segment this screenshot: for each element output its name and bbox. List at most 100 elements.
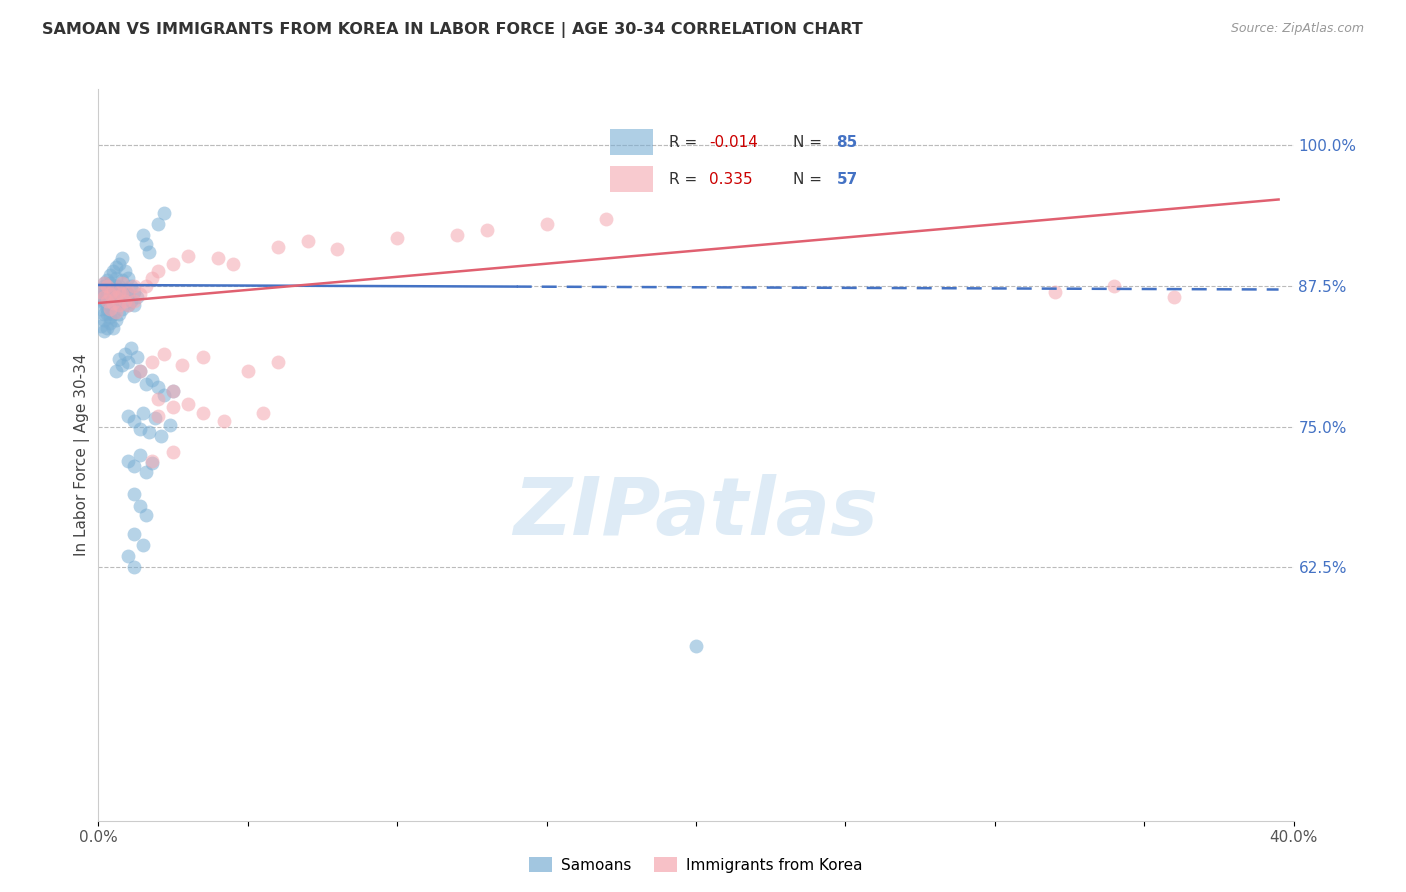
Point xyxy=(114,264,136,278)
Point xyxy=(90,285,112,299)
Point xyxy=(105,260,128,274)
Point xyxy=(100,310,122,324)
Point xyxy=(141,354,163,368)
Point xyxy=(177,397,200,411)
Point xyxy=(105,279,128,293)
Point xyxy=(114,283,136,297)
Point xyxy=(124,526,146,541)
Point xyxy=(105,363,128,377)
Point xyxy=(124,298,146,312)
Point xyxy=(93,276,115,290)
Text: N =: N = xyxy=(793,171,827,186)
Point xyxy=(132,538,155,552)
Point xyxy=(117,298,139,312)
Point xyxy=(141,456,163,470)
Point xyxy=(141,453,163,467)
Point xyxy=(96,301,118,316)
Point xyxy=(100,316,122,330)
Point xyxy=(93,293,115,308)
Point xyxy=(114,293,136,308)
Point xyxy=(96,279,118,293)
Point xyxy=(162,444,184,458)
Point xyxy=(103,296,125,310)
Bar xyxy=(610,128,654,155)
Text: 57: 57 xyxy=(837,171,858,186)
Text: R =: R = xyxy=(669,135,702,150)
Point xyxy=(148,380,170,394)
Point xyxy=(162,257,184,271)
Point xyxy=(162,384,184,398)
Point xyxy=(129,422,152,436)
Point xyxy=(124,459,146,474)
Point xyxy=(124,560,146,574)
Point xyxy=(108,352,131,367)
Point xyxy=(236,363,259,377)
Point xyxy=(93,324,115,338)
Point xyxy=(108,307,131,321)
Point xyxy=(105,313,128,327)
Point xyxy=(100,301,122,316)
Point xyxy=(108,293,131,308)
Point xyxy=(90,301,112,316)
Point xyxy=(1043,285,1066,299)
Y-axis label: In Labor Force | Age 30-34: In Labor Force | Age 30-34 xyxy=(75,353,90,557)
Point xyxy=(135,508,157,522)
Point xyxy=(90,290,112,304)
Point xyxy=(148,392,170,406)
Point xyxy=(100,296,122,310)
Point xyxy=(117,285,139,299)
Point xyxy=(135,279,157,293)
Point xyxy=(111,273,134,287)
Point xyxy=(108,279,131,293)
Point xyxy=(124,487,146,501)
Point xyxy=(90,285,112,299)
Point xyxy=(124,293,146,308)
Point xyxy=(172,358,194,372)
Point xyxy=(148,217,170,231)
Point xyxy=(111,251,134,265)
Point xyxy=(111,287,134,301)
Point xyxy=(153,206,176,220)
Point xyxy=(103,283,125,297)
Point xyxy=(129,499,152,513)
Point xyxy=(111,358,134,372)
Point xyxy=(103,279,125,293)
Point xyxy=(96,279,118,293)
Point xyxy=(111,276,134,290)
Point xyxy=(127,350,149,364)
Point xyxy=(96,320,118,334)
Point xyxy=(446,228,468,243)
Point xyxy=(100,287,122,301)
Point xyxy=(162,400,184,414)
Bar xyxy=(610,166,654,193)
Point xyxy=(153,346,176,360)
Point xyxy=(222,257,245,271)
Point xyxy=(117,287,139,301)
Point xyxy=(108,298,131,312)
Point xyxy=(103,307,125,321)
Point xyxy=(150,429,173,443)
Point xyxy=(96,307,118,321)
Point xyxy=(326,242,349,256)
Point xyxy=(132,406,155,420)
Point xyxy=(267,240,290,254)
Point xyxy=(191,406,214,420)
Point xyxy=(595,211,617,226)
Point xyxy=(105,305,128,319)
Point xyxy=(117,298,139,312)
Point xyxy=(153,388,176,402)
Text: 0.335: 0.335 xyxy=(709,171,752,186)
Point xyxy=(120,341,142,355)
Point xyxy=(96,290,118,304)
Point xyxy=(129,448,152,462)
Point xyxy=(1104,279,1126,293)
Point xyxy=(129,363,152,377)
Point xyxy=(212,414,235,428)
Point xyxy=(124,285,146,299)
Text: 85: 85 xyxy=(837,135,858,150)
Point xyxy=(124,279,146,293)
Point xyxy=(93,279,115,293)
Point xyxy=(105,298,128,312)
Point xyxy=(135,377,157,392)
Legend: Samoans, Immigrants from Korea: Samoans, Immigrants from Korea xyxy=(523,851,869,879)
